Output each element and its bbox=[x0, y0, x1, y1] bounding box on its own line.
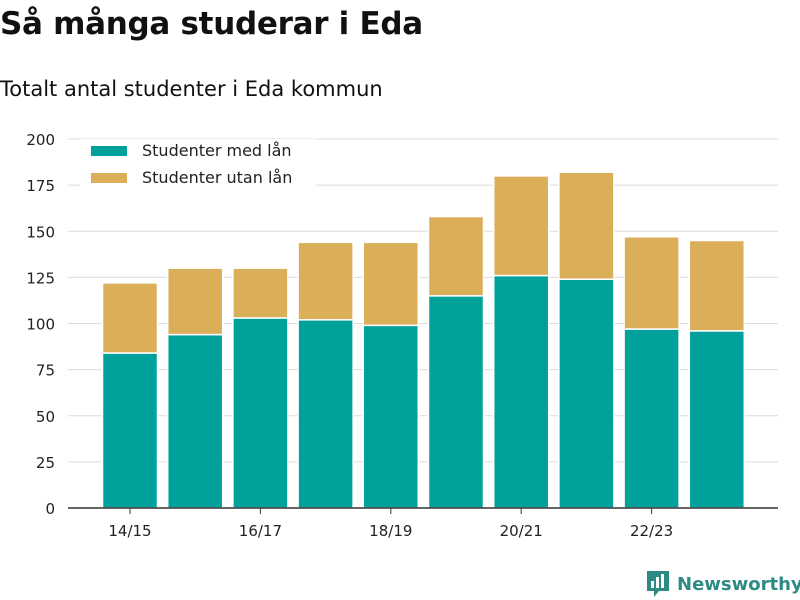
bar-chart-logo-icon bbox=[647, 571, 669, 597]
y-tick-label: 200 bbox=[26, 131, 55, 149]
bar-segment-with-loan bbox=[101, 352, 159, 509]
chart-title: Så många studerar i Eda bbox=[0, 6, 423, 42]
bar-segment-without-loan bbox=[101, 282, 159, 354]
x-tick-label: 18/19 bbox=[369, 522, 412, 540]
legend-label: Studenter utan lån bbox=[142, 168, 292, 187]
bar-segment-with-loan bbox=[427, 295, 485, 509]
brand-name: Newsworthy bbox=[677, 573, 800, 595]
y-tick-label: 50 bbox=[36, 408, 55, 426]
legend-label: Studenter med lån bbox=[142, 141, 292, 160]
bar-segment-with-loan bbox=[623, 328, 680, 509]
y-tick-label: 75 bbox=[36, 362, 55, 380]
y-tick-label: 100 bbox=[26, 316, 55, 334]
x-tick-label: 14/15 bbox=[108, 522, 151, 540]
bar-segment-without-loan bbox=[427, 215, 485, 297]
x-tick-label: 16/17 bbox=[239, 522, 282, 540]
y-tick-label: 25 bbox=[36, 454, 55, 472]
bar-segment-with-loan bbox=[297, 319, 354, 509]
bar-segment-with-loan bbox=[492, 274, 550, 509]
legend-swatch bbox=[91, 146, 127, 156]
bar-segment-without-loan bbox=[558, 171, 615, 280]
bar-segment-with-loan bbox=[558, 278, 615, 509]
y-tick-label: 150 bbox=[26, 223, 55, 241]
bar-segment-without-loan bbox=[492, 175, 550, 277]
y-tick-label: 0 bbox=[45, 500, 55, 518]
brand-logo: Newsworthy bbox=[645, 568, 800, 600]
y-tick-label: 175 bbox=[26, 177, 55, 195]
x-tick-label: 20/21 bbox=[500, 522, 543, 540]
bar-segment-with-loan bbox=[232, 317, 289, 509]
bar-segment-without-loan bbox=[623, 236, 680, 330]
bar-segment-with-loan bbox=[362, 324, 420, 509]
chart-subtitle: Totalt antal studenter i Eda kommun bbox=[0, 77, 383, 101]
bar-segment-without-loan bbox=[232, 267, 289, 319]
bar-segment-with-loan bbox=[166, 333, 224, 509]
y-tick-label: 125 bbox=[26, 269, 55, 287]
bar-segment-without-loan bbox=[362, 241, 420, 327]
bar-segment-without-loan bbox=[297, 241, 354, 321]
legend-swatch bbox=[91, 173, 127, 183]
bar-segment-without-loan bbox=[166, 267, 224, 336]
bar-segment-with-loan bbox=[688, 330, 746, 509]
x-tick-label: 22/23 bbox=[630, 522, 673, 540]
bar-segment-without-loan bbox=[688, 239, 746, 332]
